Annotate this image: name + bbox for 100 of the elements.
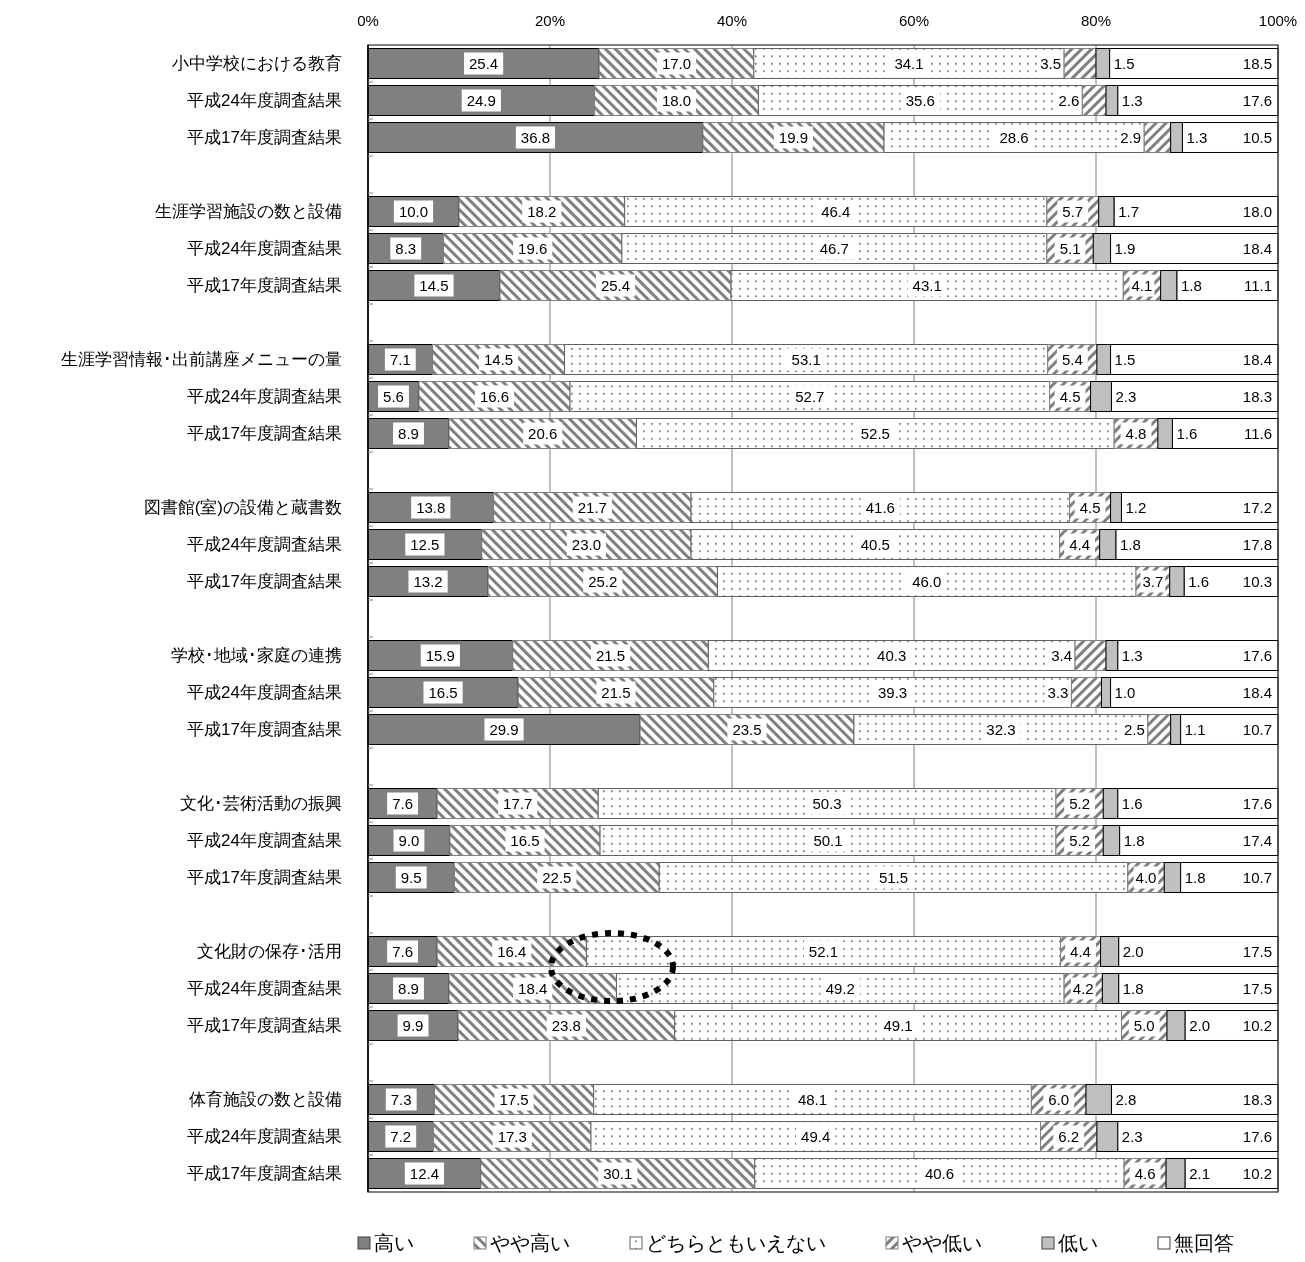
data-label: 2.1: [1189, 1165, 1211, 1182]
bar: [597, 788, 1057, 819]
data-label: 1.0: [1114, 684, 1136, 701]
bar: [599, 825, 1057, 856]
data-label: 8.9: [398, 980, 419, 997]
data-label: 40.3: [877, 647, 907, 664]
data-label: 5.6: [383, 388, 404, 405]
data-label: 17.6: [1242, 647, 1272, 664]
data-label: 12.5: [410, 536, 440, 553]
data-label: 4.0: [1135, 869, 1157, 886]
data-label: 50.3: [812, 795, 842, 812]
legend-label: やや低い: [902, 1232, 982, 1254]
data-label: 4.4: [1069, 536, 1091, 553]
data-label: 19.6: [518, 240, 548, 257]
data-label: 5.4: [1061, 351, 1083, 368]
data-label: 1.1: [1184, 721, 1206, 738]
data-label: 17.3: [497, 1128, 527, 1145]
data-label: 10.2: [1242, 1165, 1272, 1182]
data-label: 23.0: [571, 536, 601, 553]
data-label: 11.1: [1243, 277, 1272, 294]
bar: [690, 492, 1071, 523]
y-tick-label: 文化･芸術活動の振興: [180, 794, 342, 813]
data-label: 2.0: [1189, 1017, 1211, 1034]
data-label: 1.8: [1184, 869, 1206, 886]
y-tick-label: 小中学校における教育: [172, 54, 342, 73]
y-tick-label: 平成17年度調査結果: [187, 1164, 342, 1183]
data-label: 16.5: [428, 684, 458, 701]
data-label: 10.7: [1242, 721, 1272, 738]
bar: [590, 1121, 1041, 1152]
y-tick-label: 平成17年度調査結果: [187, 868, 342, 887]
y-tick-label: 文化財の保存･活用: [197, 942, 342, 961]
data-label: 2.8: [1115, 1091, 1137, 1108]
data-label: 12.4: [409, 1165, 440, 1182]
data-label: 18.2: [527, 203, 557, 220]
data-label: 41.6: [865, 499, 895, 516]
bar: [621, 233, 1048, 264]
data-label: 46.7: [819, 240, 849, 257]
y-tick-label: 平成24年度調査結果: [187, 683, 342, 702]
bar: [690, 529, 1061, 560]
bar: [730, 270, 1124, 301]
data-label: 2.3: [1121, 1128, 1143, 1145]
data-label: 18.0: [1242, 203, 1272, 220]
data-label: 4.1: [1131, 277, 1153, 294]
data-label: 24.9: [466, 92, 496, 109]
data-label: 18.5: [1242, 55, 1272, 72]
data-label: 1.8: [1123, 832, 1145, 849]
data-label: 43.1: [912, 277, 942, 294]
bar: [1063, 48, 1097, 79]
y-tick-label: 平成24年度調査結果: [187, 1127, 342, 1146]
data-label: 17.5: [1242, 943, 1272, 960]
data-label: 34.1: [894, 55, 924, 72]
data-label: 40.5: [860, 536, 890, 553]
data-label: 1.6: [1188, 573, 1210, 590]
y-tick-label: 平成24年度調査結果: [187, 239, 342, 258]
y-tick-label: 平成24年度調査結果: [187, 387, 342, 406]
bar: [569, 381, 1051, 412]
data-label: 10.7: [1242, 869, 1272, 886]
data-label: 6.2: [1058, 1128, 1080, 1145]
data-label: 17.0: [661, 55, 692, 72]
data-label: 19.9: [778, 129, 809, 146]
data-label: 25.4: [600, 277, 631, 294]
data-label: 7.3: [390, 1091, 412, 1108]
data-label: 6.0: [1048, 1091, 1070, 1108]
data-label: 13.2: [413, 573, 443, 590]
data-label: 10.0: [398, 203, 429, 220]
y-tick-label: 平成24年度調査結果: [187, 91, 342, 110]
bar: [624, 196, 1048, 227]
data-label: 18.4: [1242, 684, 1272, 701]
data-label: 3.4: [1051, 647, 1073, 664]
bar: [564, 344, 1049, 375]
data-label: 1.5: [1114, 351, 1136, 368]
y-tick-label: 平成24年度調査結果: [187, 979, 342, 998]
data-label: 7.2: [390, 1128, 412, 1145]
y-tick-label: 生涯学習情報･出前講座メニューの量: [61, 350, 342, 369]
y-tick-label: 平成17年度調査結果: [187, 720, 342, 739]
data-label: 16.4: [497, 943, 527, 960]
data-label: 49.1: [883, 1017, 913, 1034]
data-label: 7.6: [392, 943, 414, 960]
bar: [754, 1158, 1125, 1189]
bar: [674, 1010, 1122, 1041]
data-label: 5.1: [1059, 240, 1081, 257]
data-label: 9.9: [402, 1017, 424, 1034]
data-label: 17.8: [1242, 536, 1272, 553]
legend-label: 無回答: [1174, 1232, 1234, 1254]
data-label: 4.4: [1070, 943, 1091, 960]
data-label: 10.2: [1242, 1017, 1272, 1034]
data-label: 7.1: [389, 351, 411, 368]
y-tick-label: 平成17年度調査結果: [187, 572, 342, 591]
data-label: 18.4: [1242, 240, 1272, 257]
y-tick-label: 平成17年度調査結果: [187, 424, 342, 443]
data-label: 20.6: [528, 425, 558, 442]
data-label: 10.3: [1242, 573, 1272, 590]
data-label: 4.6: [1134, 1165, 1156, 1182]
data-label: 4.8: [1125, 425, 1147, 442]
data-label: 35.6: [905, 92, 935, 109]
data-label: 52.1: [808, 943, 839, 960]
data-label: 14.5: [419, 277, 449, 294]
data-label: 21.5: [595, 647, 626, 664]
bar: [658, 862, 1129, 893]
x-tick-label: 0%: [357, 11, 379, 29]
